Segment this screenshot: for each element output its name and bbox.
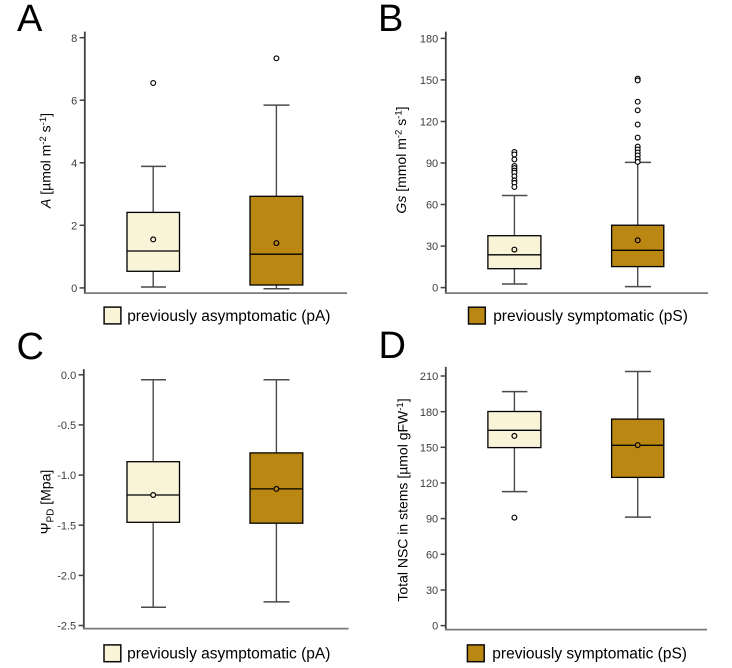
svg-text:-2.0: -2.0 — [57, 571, 76, 583]
svg-text:previously symptomatic (pS): previously symptomatic (pS) — [492, 646, 687, 663]
svg-text:60: 60 — [426, 549, 438, 561]
svg-text:previously asymptomatic (pA): previously asymptomatic (pA) — [127, 308, 330, 325]
svg-text:previously symptomatic (pS): previously symptomatic (pS) — [493, 308, 688, 325]
svg-text:-1.5: -1.5 — [57, 520, 76, 532]
svg-text:180: 180 — [420, 34, 438, 46]
svg-text:60: 60 — [426, 200, 438, 212]
svg-text:-0.5: -0.5 — [57, 420, 76, 432]
svg-text:150: 150 — [420, 442, 438, 454]
svg-text:6: 6 — [71, 95, 77, 107]
svg-text:30: 30 — [426, 241, 438, 253]
svg-text:2: 2 — [71, 220, 77, 232]
svg-text:Total NSC in stems [µmol gFW-1: Total NSC in stems [µmol gFW-1] — [395, 398, 411, 601]
svg-text:B: B — [378, 0, 403, 40]
svg-text:C: C — [17, 326, 44, 368]
svg-text:90: 90 — [426, 514, 438, 526]
svg-text:120: 120 — [420, 117, 438, 129]
svg-text:A: A — [17, 0, 43, 40]
svg-text:210: 210 — [420, 371, 438, 383]
svg-text:0: 0 — [432, 621, 438, 633]
svg-text:180: 180 — [420, 407, 438, 419]
svg-text:-2.5: -2.5 — [57, 621, 76, 633]
svg-text:30: 30 — [426, 585, 438, 597]
svg-text:90: 90 — [426, 158, 438, 170]
svg-text:0: 0 — [71, 283, 77, 295]
svg-text:Gs [mmol m-2 s-1]: Gs [mmol m-2 s-1] — [393, 106, 409, 213]
svg-text:0: 0 — [432, 283, 438, 295]
svg-text:8: 8 — [71, 33, 77, 45]
svg-text:0.0: 0.0 — [61, 370, 76, 382]
svg-text:previously asymptomatic (pA): previously asymptomatic (pA) — [127, 646, 330, 663]
svg-text:A [µmol m-2 s-1]: A [µmol m-2 s-1] — [38, 113, 54, 209]
svg-text:D: D — [379, 325, 406, 367]
svg-text:120: 120 — [420, 478, 438, 490]
svg-text:-1.0: -1.0 — [57, 470, 76, 482]
svg-text:150: 150 — [420, 75, 438, 87]
svg-text:4: 4 — [71, 158, 77, 170]
